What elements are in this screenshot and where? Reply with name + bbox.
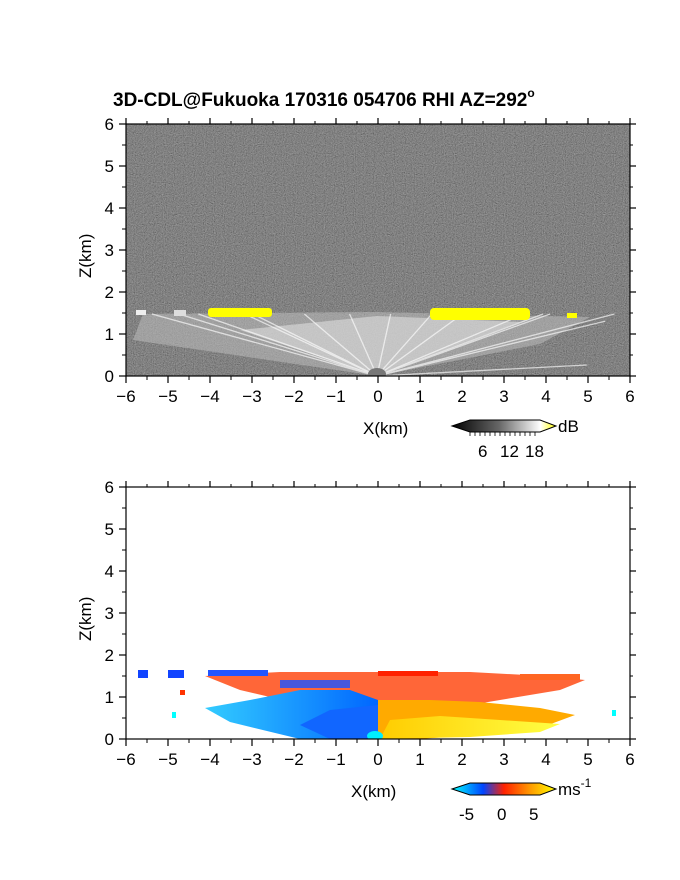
echo-fragment xyxy=(174,310,186,316)
strong-echo-segment xyxy=(430,308,530,320)
colorbar-velocity: ms-1 -5 0 5 xyxy=(450,776,592,824)
y-tick-label: 6 xyxy=(105,478,114,497)
radar-ray xyxy=(151,313,378,376)
colorbar xyxy=(450,419,558,433)
velocity-fragment xyxy=(280,680,350,688)
radar-rays xyxy=(151,313,615,376)
y-tick-label: 0 xyxy=(105,730,114,749)
y-tick-label: 2 xyxy=(105,283,114,302)
x-tick-label: 5 xyxy=(583,750,592,769)
radar-ray xyxy=(376,313,433,376)
radar-site xyxy=(367,731,383,739)
x-tick-label: −6 xyxy=(116,750,135,769)
velocity-fragment xyxy=(520,674,580,680)
x-tick-label: 5 xyxy=(583,387,592,406)
x-tick-label: 2 xyxy=(457,750,466,769)
radar-ray xyxy=(376,313,525,376)
y-tick-label: 3 xyxy=(105,241,114,260)
y-tick-label: 2 xyxy=(105,646,114,665)
x-tick-label: 1 xyxy=(415,387,424,406)
radar-site xyxy=(368,368,386,376)
y-tick-label: 1 xyxy=(105,325,114,344)
panel-velocity: −6 −5 −4 −3 −2 −1 0 1 2 3 4 5 6 0 1 2 3 4 5 6 X(km) Z(km) m… xyxy=(76,478,636,824)
positive-velocity-core xyxy=(380,716,560,739)
colorbar-tick-label: 5 xyxy=(529,805,538,824)
y-tick-label: 5 xyxy=(105,520,114,539)
echo-layer xyxy=(133,308,615,376)
radar-ray xyxy=(198,313,378,376)
radar-ray xyxy=(303,313,378,376)
radar-ray xyxy=(376,313,392,376)
x-tick-label: −5 xyxy=(158,387,177,406)
colorbar xyxy=(450,782,558,796)
axis-ticks: −6 −5 −4 −3 −2 −1 0 1 2 3 4 5 6 0 1 2 3 4 5 6 xyxy=(105,115,636,406)
x-tick-label: −4 xyxy=(200,750,219,769)
velocity-fragment xyxy=(168,670,184,678)
x-tick-label: −2 xyxy=(284,750,303,769)
x-axis-title: X(km) xyxy=(351,782,396,801)
x-tick-label: 2 xyxy=(457,387,466,406)
radar-ray xyxy=(348,313,378,376)
strong-echo-segment xyxy=(567,313,577,318)
x-tick-label: −5 xyxy=(158,750,177,769)
y-tick-label: 1 xyxy=(105,688,114,707)
velocity-layer xyxy=(138,670,616,739)
y-tick-label: 0 xyxy=(105,367,114,386)
radar-ray xyxy=(376,364,587,376)
colorbar-tick-label: 18 xyxy=(525,442,544,461)
colorbar-unit: dB xyxy=(558,417,579,436)
y-tick-label: 5 xyxy=(105,157,114,176)
colorbar-tick-label: 6 xyxy=(478,442,487,461)
x-tick-label: −3 xyxy=(242,387,261,406)
colorbar-tick-label: -5 xyxy=(459,805,474,824)
x-tick-label: 3 xyxy=(499,387,508,406)
velocity-fragment xyxy=(172,712,176,718)
x-tick-label: 0 xyxy=(373,750,382,769)
radar-ray xyxy=(376,313,615,376)
x-tick-label: −2 xyxy=(284,387,303,406)
x-tick-label: 6 xyxy=(625,750,634,769)
x-axis-title: X(km) xyxy=(363,419,408,438)
x-tick-label: 0 xyxy=(373,387,382,406)
x-tick-label: 4 xyxy=(541,387,550,406)
y-tick-label: 4 xyxy=(105,199,114,218)
x-tick-label: −3 xyxy=(242,750,261,769)
x-tick-label: −6 xyxy=(116,387,135,406)
chart-title: 3D-CDL@Fukuoka 170316 054706 RHI AZ=292o xyxy=(113,86,535,111)
radar-ray xyxy=(376,313,544,376)
radar-ray xyxy=(376,320,606,376)
strong-echo-segment xyxy=(208,308,272,317)
velocity-fragment xyxy=(180,690,185,695)
x-tick-label: −1 xyxy=(326,387,345,406)
x-tick-label: 3 xyxy=(499,750,508,769)
colorbar-reflectivity: dB 6 12 18 xyxy=(450,417,579,461)
x-tick-label: −4 xyxy=(200,387,219,406)
velocity-fragment xyxy=(138,670,148,678)
velocity-fragment xyxy=(378,671,438,676)
y-axis-title: Z(km) xyxy=(76,234,95,278)
x-tick-label: −1 xyxy=(326,750,345,769)
colorbar-ticks xyxy=(469,432,536,436)
x-tick-label: 6 xyxy=(625,387,634,406)
velocity-fragment xyxy=(208,670,268,676)
axis-ticks: −6 −5 −4 −3 −2 −1 0 1 2 3 4 5 6 0 1 2 3 4 5 6 xyxy=(105,478,636,769)
y-axis-title: Z(km) xyxy=(76,597,95,641)
x-tick-label: 1 xyxy=(415,750,424,769)
colorbar-unit: ms-1 xyxy=(558,776,592,799)
colorbar-tick-label: 12 xyxy=(500,442,519,461)
y-tick-label: 3 xyxy=(105,604,114,623)
colorbar-tick-label: 0 xyxy=(497,805,506,824)
radar-ray xyxy=(244,313,378,376)
echo-fragment xyxy=(136,310,146,315)
radar-ray xyxy=(376,313,463,376)
x-tick-label: 4 xyxy=(541,750,550,769)
echo-fan-core xyxy=(240,316,520,376)
negative-velocity-core xyxy=(300,705,378,739)
radar-ray xyxy=(178,313,378,376)
y-tick-label: 4 xyxy=(105,562,114,581)
y-tick-label: 6 xyxy=(105,115,114,134)
velocity-fragment xyxy=(612,710,616,716)
